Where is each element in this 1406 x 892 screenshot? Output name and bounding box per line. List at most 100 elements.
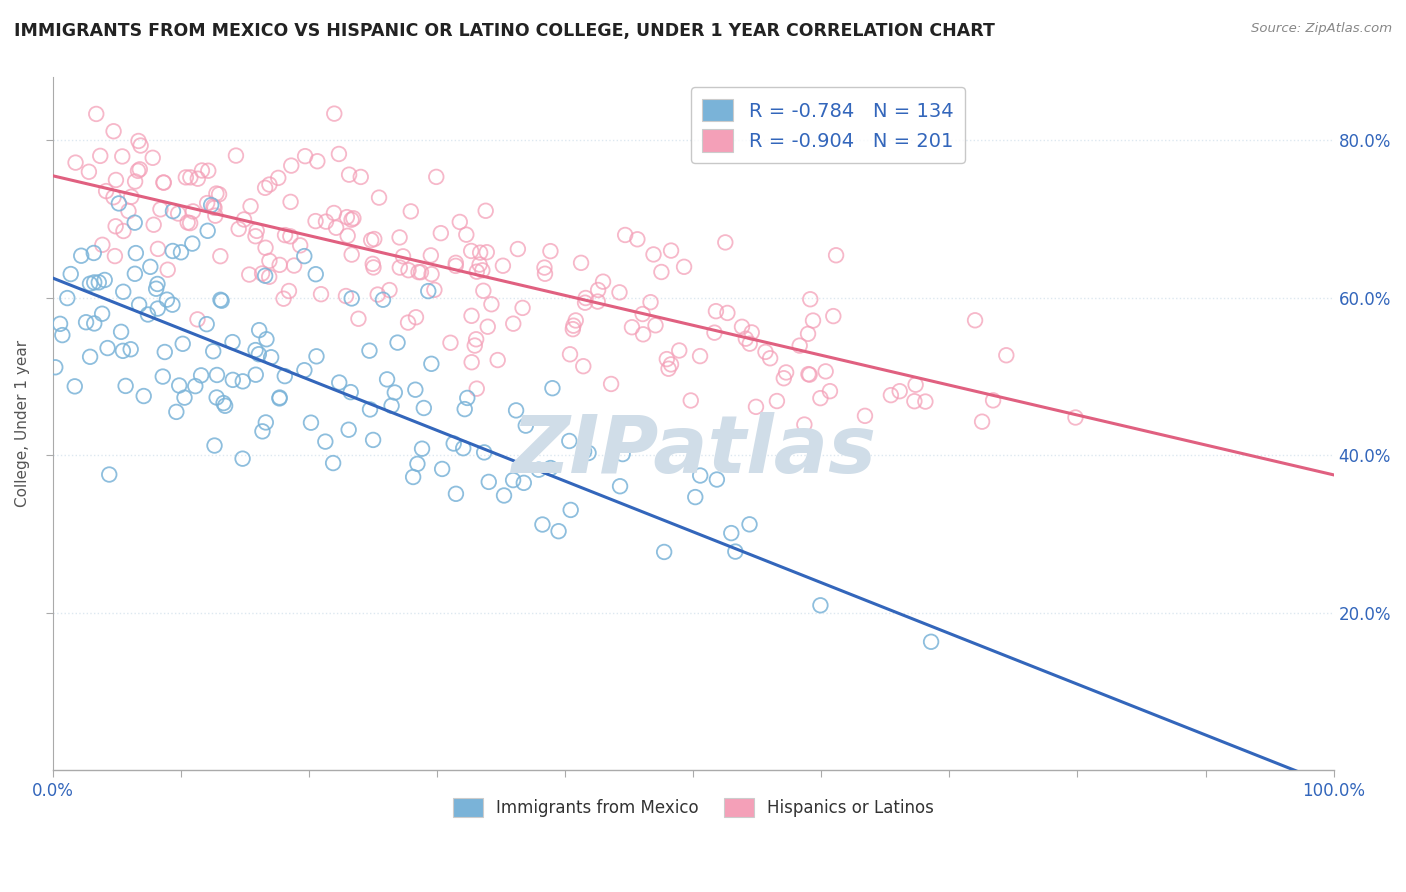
Point — [70, 249, 93, 263]
Point — [572, 444, 595, 458]
Point — [56, 291, 79, 305]
Point — [396, 316, 419, 330]
Point — [492, 259, 515, 273]
Point — [475, 245, 498, 260]
Point — [209, 249, 232, 263]
Point — [460, 309, 482, 323]
Point — [430, 226, 453, 240]
Point — [267, 170, 290, 185]
Point — [204, 201, 226, 215]
Point — [534, 267, 557, 281]
Point — [406, 457, 429, 471]
Point — [339, 385, 361, 400]
Point — [128, 134, 150, 148]
Point — [112, 285, 135, 299]
Point — [323, 106, 346, 120]
Point — [574, 295, 596, 310]
Point — [174, 170, 197, 185]
Point — [460, 244, 482, 258]
Point — [558, 434, 581, 448]
Point — [502, 473, 524, 487]
Point — [659, 358, 682, 372]
Point — [657, 361, 679, 376]
Point — [269, 392, 291, 406]
Point — [586, 283, 609, 297]
Point — [44, 360, 66, 375]
Point — [195, 196, 218, 211]
Point — [190, 368, 212, 383]
Point — [191, 163, 214, 178]
Point — [269, 258, 291, 272]
Point — [716, 306, 738, 320]
Point — [673, 260, 696, 274]
Point — [631, 307, 654, 321]
Point — [204, 209, 226, 223]
Point — [214, 399, 236, 413]
Point — [315, 214, 337, 228]
Point — [454, 402, 477, 417]
Point — [139, 260, 162, 274]
Text: Source: ZipAtlas.com: Source: ZipAtlas.com — [1251, 22, 1392, 36]
Point — [117, 204, 139, 219]
Point — [359, 402, 381, 417]
Point — [754, 344, 776, 359]
Point — [439, 335, 461, 350]
Point — [408, 265, 430, 279]
Point — [626, 232, 648, 246]
Point — [388, 260, 411, 275]
Point — [402, 470, 425, 484]
Point — [478, 475, 501, 489]
Point — [336, 228, 359, 243]
Point — [337, 168, 360, 182]
Point — [340, 247, 363, 261]
Point — [208, 187, 231, 202]
Point — [79, 350, 101, 364]
Point — [378, 283, 401, 297]
Point — [340, 292, 363, 306]
Point — [156, 293, 179, 307]
Point — [569, 256, 592, 270]
Point — [430, 462, 453, 476]
Point — [128, 162, 150, 177]
Point — [187, 171, 209, 186]
Point — [471, 263, 494, 277]
Point — [409, 265, 432, 279]
Point — [167, 206, 190, 220]
Point — [578, 446, 600, 460]
Point — [179, 170, 201, 185]
Point — [111, 343, 134, 358]
Point — [706, 473, 728, 487]
Point — [468, 258, 491, 272]
Point — [350, 169, 373, 184]
Point — [531, 517, 554, 532]
Point — [259, 178, 281, 192]
Point — [273, 292, 295, 306]
Point — [444, 259, 467, 273]
Point — [668, 343, 690, 358]
Point — [380, 399, 402, 413]
Point — [94, 184, 117, 198]
Point — [399, 204, 422, 219]
Point — [612, 447, 634, 461]
Point — [731, 319, 754, 334]
Point — [775, 366, 797, 380]
Point — [114, 379, 136, 393]
Point — [197, 224, 219, 238]
Point — [562, 318, 585, 333]
Point — [449, 215, 471, 229]
Point — [818, 384, 841, 399]
Text: IMMIGRANTS FROM MEXICO VS HISPANIC OR LATINO COLLEGE, UNDER 1 YEAR CORRELATION C: IMMIGRANTS FROM MEXICO VS HISPANIC OR LA… — [14, 22, 995, 40]
Point — [173, 391, 195, 405]
Point — [128, 298, 150, 312]
Point — [558, 347, 581, 361]
Point — [472, 445, 495, 459]
Point — [195, 317, 218, 331]
Point — [145, 282, 167, 296]
Point — [745, 400, 768, 414]
Point — [146, 301, 169, 316]
Point — [465, 332, 488, 346]
Point — [502, 317, 524, 331]
Point — [247, 323, 270, 337]
Point — [132, 389, 155, 403]
Point — [444, 256, 467, 270]
